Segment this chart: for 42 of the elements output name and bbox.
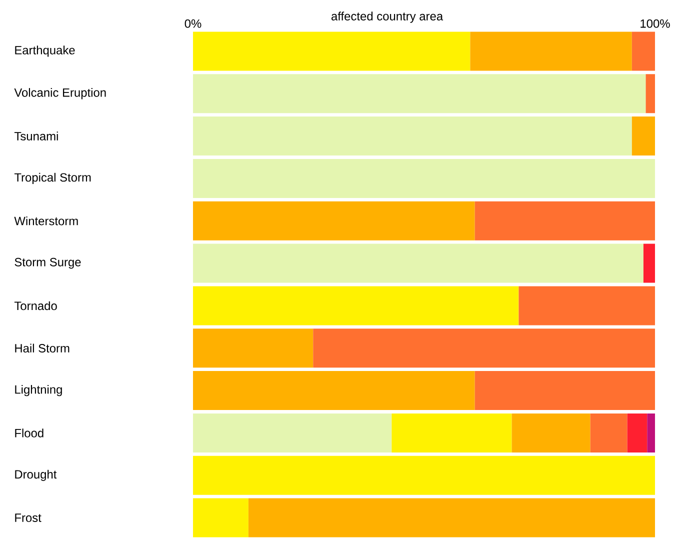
bar: [643, 244, 656, 283]
y-tick-label: Lightning: [15, 384, 62, 396]
bar: [470, 32, 632, 71]
y-tick-label: Hail Storm: [15, 344, 70, 353]
bar: [193, 201, 475, 240]
y-tick-label: Tsunami: [14, 132, 58, 140]
bar: [193, 413, 392, 452]
bar: [518, 286, 656, 326]
bar: [627, 413, 648, 452]
bar: [392, 413, 512, 452]
y-tick-label: Frost: [15, 514, 42, 522]
bar: [313, 328, 656, 368]
bar: [512, 413, 590, 452]
y-tick-label: Tropical Storm: [14, 172, 91, 184]
bar: [193, 328, 314, 368]
y-tick-label: Winterstorm: [14, 216, 78, 226]
y-tick-label: Flood: [15, 428, 44, 438]
bar: [193, 498, 248, 538]
bar: [193, 32, 470, 71]
bar: [193, 244, 644, 283]
x-tick-label: 0%: [184, 19, 202, 28]
bar: [632, 116, 656, 156]
y-tick-label: Drought: [15, 470, 57, 481]
bar: [474, 201, 656, 240]
y-tick-label: Volcanic Eruption: [14, 88, 106, 100]
y-tick-label: Tornado: [14, 301, 57, 310]
bar: [632, 32, 656, 71]
y-tick-label: Storm Surge: [14, 258, 81, 269]
bar: [590, 413, 628, 452]
bar: [193, 158, 656, 198]
bar: [193, 456, 656, 495]
x-tick-label: 100%: [640, 19, 670, 28]
x-axis-title: affected country area: [331, 12, 444, 23]
bar: [193, 116, 632, 156]
bar: [646, 74, 656, 114]
bar: [193, 371, 475, 410]
bar: [474, 371, 656, 410]
y-tick-label: Earthquake: [15, 46, 75, 57]
bar: [193, 286, 519, 326]
bar: [248, 498, 656, 538]
bar: [647, 413, 656, 452]
bar: [193, 74, 646, 114]
